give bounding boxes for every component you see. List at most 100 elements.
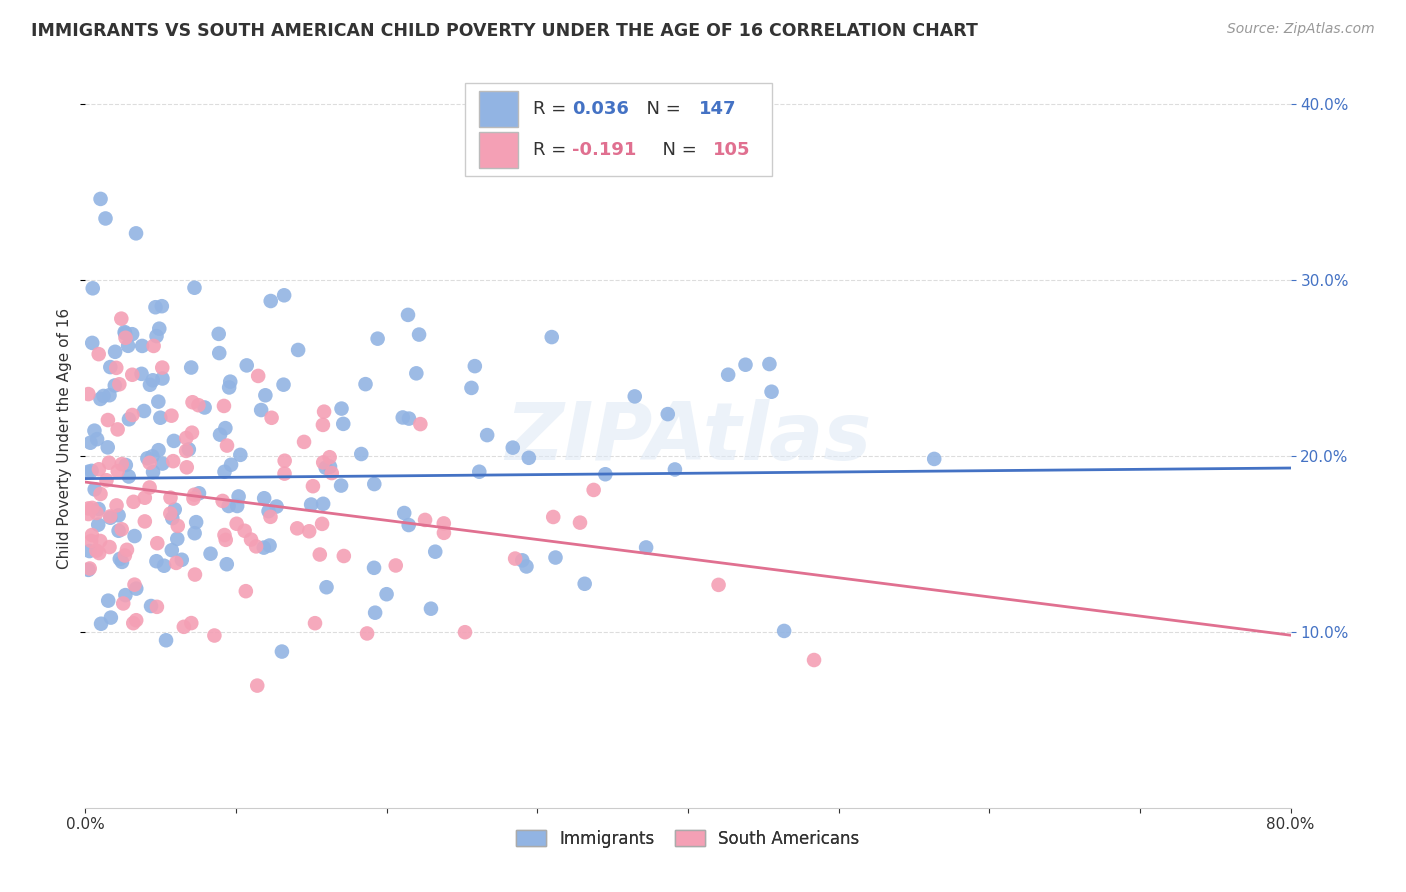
- Point: [212, 399, 235, 413]
- Point: [89, 546, 111, 560]
- Point: [315, 460, 337, 475]
- Point: [363, 477, 385, 491]
- Point: [131, 367, 153, 381]
- Point: [214, 421, 236, 435]
- Point: [142, 339, 165, 353]
- Point: [139, 377, 162, 392]
- Point: [464, 359, 486, 373]
- Point: [454, 625, 477, 640]
- Point: [187, 398, 209, 412]
- Point: [176, 460, 198, 475]
- Point: [398, 518, 420, 533]
- Point: [260, 410, 283, 425]
- Point: [122, 616, 145, 631]
- Point: [180, 360, 202, 375]
- Point: [77, 507, 100, 521]
- Point: [260, 293, 283, 308]
- Point: [183, 526, 205, 541]
- Point: [180, 616, 202, 631]
- Point: [142, 373, 165, 387]
- Point: [356, 626, 378, 640]
- Point: [145, 300, 167, 314]
- Point: [86, 506, 108, 520]
- Point: [405, 367, 427, 381]
- Point: [257, 504, 280, 518]
- Point: [89, 392, 111, 406]
- Point: [163, 502, 186, 516]
- Point: [194, 401, 217, 415]
- Point: [166, 532, 188, 546]
- Point: [80, 528, 103, 542]
- Point: [354, 377, 377, 392]
- Point: [420, 601, 443, 615]
- Point: [97, 441, 120, 455]
- Point: [138, 481, 160, 495]
- Point: [77, 563, 100, 577]
- Point: [375, 587, 398, 601]
- FancyBboxPatch shape: [479, 92, 517, 127]
- Point: [773, 624, 796, 638]
- Point: [79, 544, 101, 558]
- Point: [460, 381, 482, 395]
- Point: [145, 329, 167, 343]
- Point: [155, 633, 177, 648]
- Point: [149, 410, 172, 425]
- Point: [152, 457, 174, 471]
- Point: [114, 326, 136, 341]
- Point: [302, 479, 325, 493]
- Point: [107, 508, 129, 523]
- Point: [515, 559, 537, 574]
- Point: [200, 547, 222, 561]
- Point: [121, 368, 143, 382]
- Point: [134, 491, 156, 505]
- Point: [510, 553, 533, 567]
- Point: [86, 432, 108, 446]
- Text: 147: 147: [699, 100, 737, 118]
- Point: [124, 577, 146, 591]
- Point: [111, 555, 134, 569]
- Point: [125, 227, 148, 241]
- Point: [409, 417, 432, 431]
- Point: [717, 368, 740, 382]
- Point: [209, 427, 232, 442]
- Point: [413, 513, 436, 527]
- Point: [98, 540, 121, 554]
- Point: [475, 428, 498, 442]
- FancyBboxPatch shape: [479, 132, 517, 168]
- Text: R =: R =: [533, 100, 571, 118]
- Point: [330, 478, 353, 492]
- Point: [922, 451, 945, 466]
- Point: [139, 599, 162, 613]
- Point: [82, 335, 104, 350]
- Point: [273, 377, 295, 392]
- Point: [86, 543, 108, 558]
- Point: [87, 517, 110, 532]
- Point: [114, 458, 136, 472]
- Point: [98, 388, 121, 402]
- Point: [97, 413, 120, 427]
- Point: [250, 403, 273, 417]
- Point: [104, 344, 127, 359]
- Point: [240, 533, 263, 547]
- Point: [285, 521, 308, 535]
- Point: [273, 454, 295, 468]
- Point: [468, 465, 491, 479]
- Point: [114, 331, 136, 345]
- Point: [287, 343, 309, 357]
- Point: [107, 422, 129, 436]
- Point: [215, 439, 238, 453]
- Point: [502, 441, 524, 455]
- Point: [142, 465, 165, 479]
- Point: [273, 288, 295, 302]
- Text: IMMIGRANTS VS SOUTH AMERICAN CHILD POVERTY UNDER THE AGE OF 16 CORRELATION CHART: IMMIGRANTS VS SOUTH AMERICAN CHILD POVER…: [31, 22, 977, 40]
- Point: [145, 554, 167, 568]
- Point: [93, 389, 115, 403]
- Point: [173, 620, 195, 634]
- Point: [77, 465, 100, 479]
- Point: [162, 511, 184, 525]
- Point: [574, 576, 596, 591]
- Point: [148, 321, 170, 335]
- Point: [259, 509, 281, 524]
- Point: [160, 409, 183, 423]
- Point: [758, 357, 780, 371]
